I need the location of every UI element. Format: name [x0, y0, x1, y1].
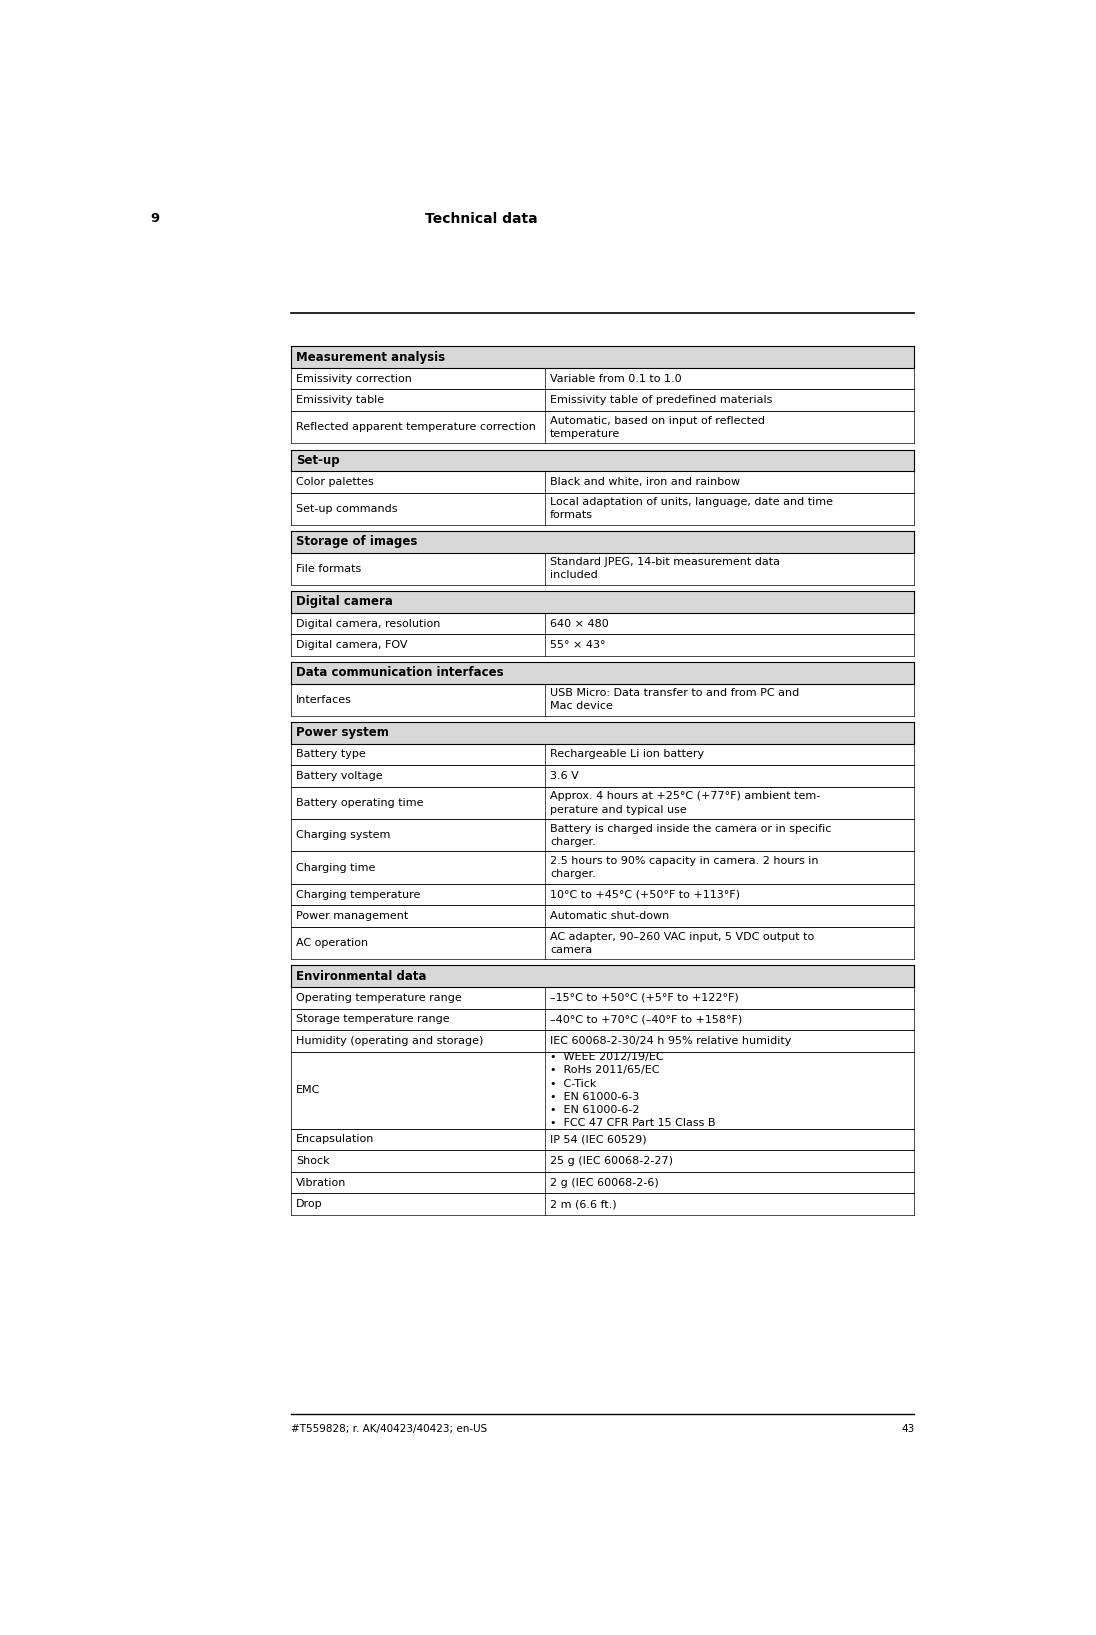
Text: Color palettes: Color palettes: [296, 477, 374, 487]
Bar: [290, 1128, 914, 1151]
Text: Storage temperature range: Storage temperature range: [296, 1014, 449, 1025]
Bar: [290, 885, 914, 906]
Text: Humidity (operating and storage): Humidity (operating and storage): [296, 1037, 483, 1046]
Text: –15°C to +50°C (+5°F to +122°F): –15°C to +50°C (+5°F to +122°F): [550, 992, 739, 1002]
Bar: [290, 1051, 914, 1128]
Bar: [290, 553, 914, 585]
Text: Battery is charged inside the camera or in specific
charger.: Battery is charged inside the camera or …: [550, 824, 832, 847]
Text: Battery type: Battery type: [296, 749, 366, 759]
Text: 3.6 V: 3.6 V: [550, 772, 579, 782]
Bar: [290, 744, 914, 765]
Bar: [290, 634, 914, 656]
Bar: [290, 786, 914, 819]
Bar: [290, 683, 914, 716]
Bar: [290, 389, 914, 410]
Text: 2 g (IEC 60068-2-6): 2 g (IEC 60068-2-6): [550, 1177, 659, 1187]
Text: IP 54 (IEC 60529): IP 54 (IEC 60529): [550, 1135, 647, 1144]
Bar: [290, 531, 914, 553]
Bar: [290, 347, 914, 368]
Text: IEC 60068-2-30/24 h 95% relative humidity: IEC 60068-2-30/24 h 95% relative humidit…: [550, 1037, 791, 1046]
Text: 25 g (IEC 60068-2-27): 25 g (IEC 60068-2-27): [550, 1156, 673, 1166]
Bar: [290, 450, 914, 471]
Text: Reflected apparent temperature correction: Reflected apparent temperature correctio…: [296, 422, 536, 432]
Text: 10°C to +45°C (+50°F to +113°F): 10°C to +45°C (+50°F to +113°F): [550, 889, 740, 899]
Text: Set-up commands: Set-up commands: [296, 504, 398, 513]
Text: USB Micro: Data transfer to and from PC and
Mac device: USB Micro: Data transfer to and from PC …: [550, 688, 799, 711]
Text: Environmental data: Environmental data: [296, 970, 426, 983]
Text: Charging temperature: Charging temperature: [296, 889, 421, 899]
Text: Approx. 4 hours at +25°C (+77°F) ambient tem-
perature and typical use: Approx. 4 hours at +25°C (+77°F) ambient…: [550, 791, 821, 814]
Bar: [290, 592, 914, 613]
Text: Standard JPEG, 14-bit measurement data
included: Standard JPEG, 14-bit measurement data i…: [550, 558, 780, 580]
Text: Battery voltage: Battery voltage: [296, 772, 383, 782]
Text: Digital camera: Digital camera: [296, 595, 393, 608]
Bar: [290, 906, 914, 927]
Text: Shock: Shock: [296, 1156, 330, 1166]
Text: 43: 43: [901, 1424, 914, 1434]
Text: Measurement analysis: Measurement analysis: [296, 350, 445, 363]
Text: Data communication interfaces: Data communication interfaces: [296, 667, 504, 679]
Text: Rechargeable Li ion battery: Rechargeable Li ion battery: [550, 749, 705, 759]
Text: Power system: Power system: [296, 726, 389, 739]
Bar: [290, 410, 914, 443]
Text: Drop: Drop: [296, 1198, 322, 1210]
Bar: [290, 965, 914, 988]
Text: Local adaptation of units, language, date and time
formats: Local adaptation of units, language, dat…: [550, 497, 833, 520]
Text: 640 × 480: 640 × 480: [550, 618, 609, 628]
Bar: [290, 819, 914, 852]
Bar: [290, 1030, 914, 1051]
Bar: [290, 765, 914, 786]
Bar: [290, 1009, 914, 1030]
Text: 2 m (6.6 ft.): 2 m (6.6 ft.): [550, 1198, 617, 1210]
Text: 55° × 43°: 55° × 43°: [550, 641, 606, 651]
Text: Automatic, based on input of reflected
temperature: Automatic, based on input of reflected t…: [550, 415, 765, 438]
Text: Power management: Power management: [296, 911, 409, 921]
Text: Variable from 0.1 to 1.0: Variable from 0.1 to 1.0: [550, 374, 682, 384]
Text: Charging system: Charging system: [296, 831, 390, 840]
Text: EMC: EMC: [296, 1086, 320, 1095]
Text: 2.5 hours to 90% capacity in camera. 2 hours in
charger.: 2.5 hours to 90% capacity in camera. 2 h…: [550, 857, 819, 880]
Text: Automatic shut-down: Automatic shut-down: [550, 911, 670, 921]
Text: File formats: File formats: [296, 564, 362, 574]
Text: Encapsulation: Encapsulation: [296, 1135, 375, 1144]
Text: Operating temperature range: Operating temperature range: [296, 992, 461, 1002]
Text: –40°C to +70°C (–40°F to +158°F): –40°C to +70°C (–40°F to +158°F): [550, 1014, 742, 1025]
Text: Black and white, iron and rainbow: Black and white, iron and rainbow: [550, 477, 740, 487]
Text: Charging time: Charging time: [296, 863, 376, 873]
Bar: [290, 492, 914, 525]
Text: Digital camera, FOV: Digital camera, FOV: [296, 641, 408, 651]
Text: Emissivity table: Emissivity table: [296, 396, 385, 405]
Bar: [290, 1151, 914, 1172]
Text: Vibration: Vibration: [296, 1177, 346, 1187]
Bar: [290, 927, 914, 960]
Text: AC operation: AC operation: [296, 938, 368, 948]
Text: Digital camera, resolution: Digital camera, resolution: [296, 618, 441, 628]
Bar: [290, 368, 914, 389]
Bar: [290, 723, 914, 744]
Bar: [290, 988, 914, 1009]
Bar: [290, 852, 914, 885]
Bar: [290, 662, 914, 683]
Bar: [290, 471, 914, 492]
Text: •  WEEE 2012/19/EC
•  RoHs 2011/65/EC
•  C-Tick
•  EN 61000-6-3
•  EN 61000-6-2
: • WEEE 2012/19/EC • RoHs 2011/65/EC • C-…: [550, 1053, 716, 1128]
Text: 9: 9: [150, 211, 160, 224]
Text: Battery operating time: Battery operating time: [296, 798, 423, 808]
Text: Set-up: Set-up: [296, 455, 340, 468]
Text: Emissivity table of predefined materials: Emissivity table of predefined materials: [550, 396, 773, 405]
Bar: [290, 1194, 914, 1215]
Bar: [290, 1172, 914, 1194]
Text: Interfaces: Interfaces: [296, 695, 352, 705]
Text: #T559828; r. AK/40423/40423; en-US: #T559828; r. AK/40423/40423; en-US: [290, 1424, 487, 1434]
Bar: [290, 613, 914, 634]
Text: Emissivity correction: Emissivity correction: [296, 374, 412, 384]
Text: AC adapter, 90–260 VAC input, 5 VDC output to
camera: AC adapter, 90–260 VAC input, 5 VDC outp…: [550, 932, 814, 955]
Text: Technical data: Technical data: [424, 211, 537, 226]
Text: Storage of images: Storage of images: [296, 535, 418, 548]
